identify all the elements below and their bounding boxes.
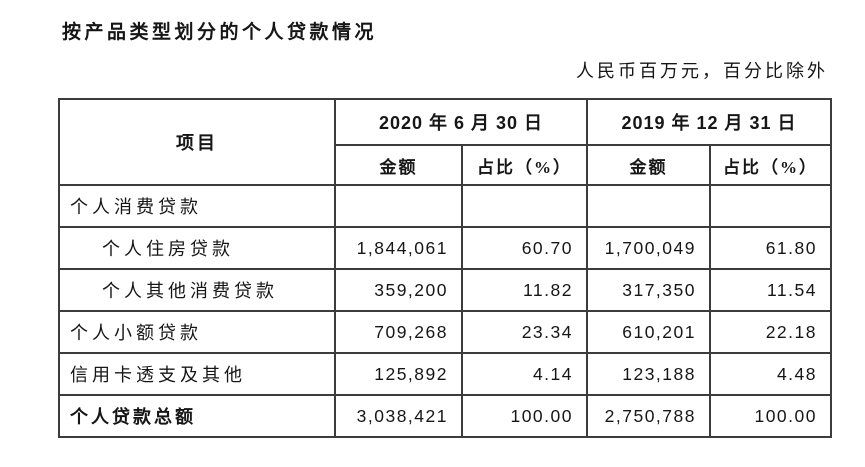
amount-2019-cell: 2,750,788 — [586, 394, 711, 438]
proportion-2019-cell: 11.54 — [709, 268, 832, 312]
amount-2020-cell: 359,200 — [334, 268, 463, 312]
table-row-credit-card-overdrafts: 信用卡透支及其他 125,892 4.14 123,188 4.48 — [58, 352, 832, 396]
amount-2020-cell: 1,844,061 — [334, 226, 463, 270]
proportion-2020-cell — [461, 184, 588, 228]
amount-2019-cell: 317,350 — [586, 268, 711, 312]
row-label: 个人住房贷款 — [58, 226, 336, 270]
unit-note: 人民币百万元，百分比除外 — [576, 61, 828, 81]
proportion-2019-cell: 61.80 — [709, 226, 832, 270]
row-label: 个人消费贷款 — [58, 184, 336, 228]
proportion-2020-cell: 100.00 — [461, 394, 588, 438]
table-row-micro-loans: 个人小额贷款 709,268 23.34 610,201 22.18 — [58, 310, 832, 354]
table-header-row-periods: 项目 2020 年 6 月 30 日 2019 年 12 月 31 日 — [58, 98, 832, 186]
personal-loans-by-product-table: 项目 2020 年 6 月 30 日 2019 年 12 月 31 日 金额 占… — [58, 98, 832, 438]
table-row-other-consumer-loans: 个人其他消费贷款 359,200 11.82 317,350 11.54 — [58, 268, 832, 312]
proportion-2020-cell: 60.70 — [461, 226, 588, 270]
amount-2020-cell: 3,038,421 — [334, 394, 463, 438]
column-header-amount-2020: 金额 — [334, 144, 463, 186]
row-label: 个人贷款总额 — [58, 394, 336, 438]
amount-2019-cell: 1,700,049 — [586, 226, 711, 270]
proportion-2019-cell — [709, 184, 832, 228]
table-row-housing-loans: 个人住房贷款 1,844,061 60.70 1,700,049 61.80 — [58, 226, 832, 270]
amount-2020-cell: 709,268 — [334, 310, 463, 354]
column-header-period-2019: 2019 年 12 月 31 日 — [586, 98, 832, 146]
column-header-proportion-2019: 占比（%） — [709, 144, 832, 186]
proportion-2019-cell: 22.18 — [709, 310, 832, 354]
column-header-amount-2019: 金额 — [586, 144, 711, 186]
column-header-item: 项目 — [58, 98, 336, 186]
amount-2020-cell — [334, 184, 463, 228]
table-row-total-personal-loans: 个人贷款总额 3,038,421 100.00 2,750,788 100.00 — [58, 394, 832, 438]
amount-2020-cell: 125,892 — [334, 352, 463, 396]
amount-2019-cell: 610,201 — [586, 310, 711, 354]
proportion-2019-cell: 4.48 — [709, 352, 832, 396]
column-header-proportion-2020: 占比（%） — [461, 144, 588, 186]
row-label: 个人其他消费贷款 — [58, 268, 336, 312]
amount-2019-cell: 123,188 — [586, 352, 711, 396]
proportion-2019-cell: 100.00 — [709, 394, 832, 438]
page-title: 按产品类型划分的个人贷款情况 — [62, 22, 378, 43]
table-row-consumer-loans-group: 个人消费贷款 — [58, 184, 832, 228]
row-label: 信用卡透支及其他 — [58, 352, 336, 396]
proportion-2020-cell: 4.14 — [461, 352, 588, 396]
proportion-2020-cell: 11.82 — [461, 268, 588, 312]
column-header-period-2020: 2020 年 6 月 30 日 — [334, 98, 588, 146]
row-label: 个人小额贷款 — [58, 310, 336, 354]
amount-2019-cell — [586, 184, 711, 228]
proportion-2020-cell: 23.34 — [461, 310, 588, 354]
table-header-row-measures: 金额 占比（%） 金额 占比（%） — [59, 144, 832, 186]
